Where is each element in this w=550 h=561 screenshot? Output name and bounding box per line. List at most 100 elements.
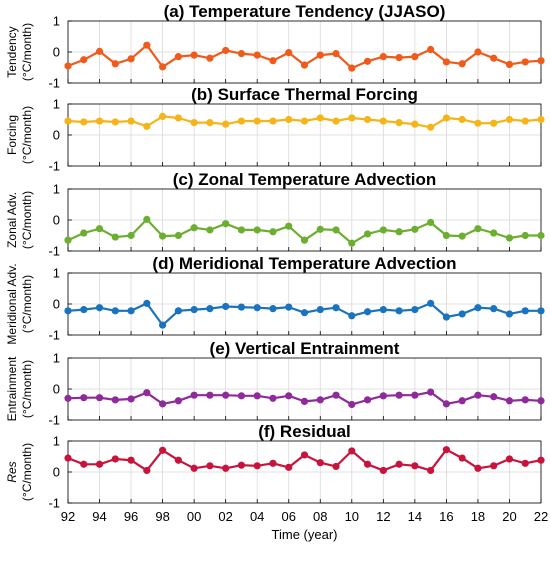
data-point (505, 115, 514, 124)
data-point (253, 392, 261, 400)
x-tick-label: 22 (534, 509, 548, 524)
data-point (474, 464, 482, 472)
data-point (363, 396, 372, 404)
data-point (237, 117, 246, 125)
data-point (237, 303, 246, 311)
data-point (395, 228, 403, 236)
data-point (300, 309, 309, 317)
data-point (253, 226, 261, 234)
data-point (363, 460, 372, 468)
data-point (458, 310, 466, 318)
y-tick-label: 1 (53, 351, 60, 366)
data-point (159, 232, 167, 240)
data-point (521, 396, 529, 404)
data-point (505, 455, 514, 463)
panel-title: (b) Surface Thermal Forcing (191, 85, 418, 104)
y-tick-label: 0 (53, 382, 60, 397)
data-point (127, 117, 135, 125)
data-point (190, 305, 198, 314)
data-point (64, 454, 72, 462)
data-point (490, 119, 498, 127)
data-point (442, 446, 450, 454)
data-point (300, 236, 309, 244)
y-axis-unit-label: (°C/month) (20, 191, 34, 249)
data-point (253, 462, 261, 470)
y-tick-label: 1 (53, 434, 60, 449)
data-point (206, 226, 214, 234)
data-point (537, 307, 545, 315)
data-point (159, 446, 167, 454)
data-point (300, 451, 309, 459)
data-point (253, 117, 261, 125)
data-point (285, 222, 293, 230)
data-point (222, 464, 230, 472)
y-axis-label: Tendency (5, 26, 19, 77)
data-point (269, 394, 277, 402)
data-point (253, 304, 261, 312)
data-point (521, 117, 529, 125)
y-axis-unit-label: (°C/month) (20, 275, 34, 333)
data-point (427, 45, 435, 54)
data-point (237, 461, 246, 469)
data-point (206, 391, 214, 399)
y-axis-unit-label: (°C/month) (20, 23, 34, 81)
data-point (379, 466, 387, 475)
data-point (111, 60, 119, 68)
data-point (127, 456, 135, 464)
data-point (174, 53, 182, 61)
data-point (143, 215, 151, 223)
y-tick-label: -1 (48, 159, 60, 174)
data-point (285, 392, 293, 400)
y-axis-unit-label: (°C/month) (20, 106, 34, 164)
data-point (348, 447, 356, 455)
data-point (505, 310, 514, 318)
data-point (285, 303, 293, 311)
data-point (222, 46, 230, 55)
y-axis-unit-label: (°C/month) (20, 443, 34, 501)
data-point (143, 122, 151, 130)
data-point (427, 218, 435, 227)
data-point (269, 228, 277, 236)
data-point (537, 397, 545, 405)
data-point (285, 463, 293, 471)
data-point (95, 394, 104, 402)
data-point (237, 226, 246, 234)
data-point (411, 120, 419, 128)
data-point (521, 231, 529, 240)
y-axis-label: Zonal Adv. (5, 192, 19, 248)
y-tick-label: -1 (48, 413, 60, 428)
panel-title: (e) Vertical Entrainment (210, 339, 400, 358)
data-point (159, 63, 167, 71)
data-point (537, 231, 545, 240)
data-point (237, 392, 246, 400)
data-point (332, 304, 340, 312)
data-point (332, 49, 340, 58)
data-point (490, 462, 498, 470)
panel-title: (f) Residual (258, 422, 351, 441)
data-point (427, 388, 435, 396)
y-tick-label: -1 (48, 328, 60, 343)
data-point (64, 117, 72, 125)
data-point (521, 58, 529, 66)
data-point (442, 231, 450, 240)
data-point (269, 117, 277, 125)
data-point (332, 117, 340, 125)
data-point (174, 307, 182, 315)
data-point (95, 117, 104, 125)
data-point (111, 233, 119, 241)
data-point (269, 305, 277, 313)
data-point (379, 117, 387, 125)
data-point (379, 305, 387, 314)
data-point (174, 231, 182, 240)
data-point (505, 234, 514, 242)
data-point (127, 395, 135, 403)
data-point (237, 49, 246, 58)
data-point (190, 464, 198, 472)
x-tick-label: 98 (155, 509, 169, 524)
data-point (80, 305, 88, 314)
data-point (537, 115, 545, 124)
data-point (127, 55, 135, 63)
data-point (95, 304, 104, 312)
data-point (490, 54, 498, 62)
